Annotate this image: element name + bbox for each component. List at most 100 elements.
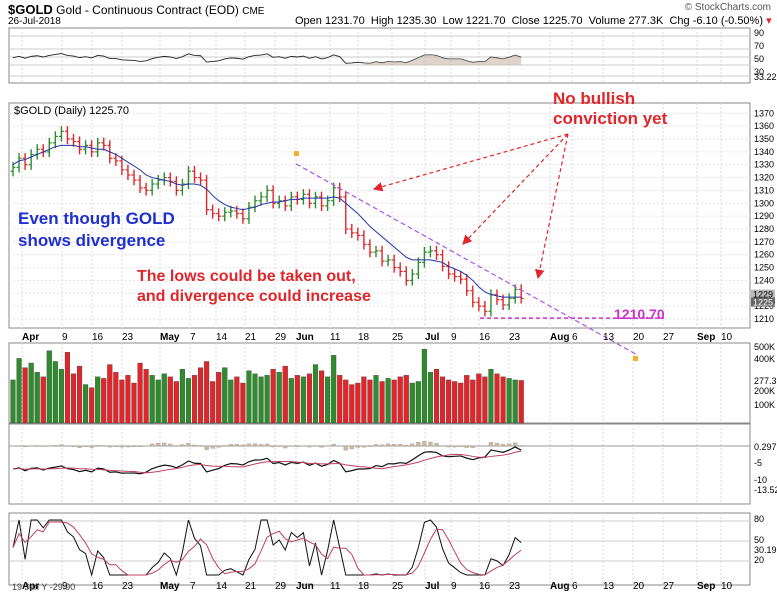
macd-histogram [77,445,82,448]
volume-bar [282,365,288,424]
macd-histogram [41,445,46,447]
macd-histogram [89,445,94,448]
volume-bar [131,382,137,424]
x-tick-label: 9 [451,332,457,343]
volume-bar [409,382,415,424]
volume-bar [185,378,192,424]
x-tick-label-bottom: 16 [479,581,491,592]
volume-bar [234,376,240,424]
stoch-indicator [9,519,750,577]
volume-bars [10,349,524,424]
x-tick-label: 25 [392,332,404,343]
macd-histogram [228,444,233,447]
volume-bar [361,376,367,424]
x-tick-label-bottom: 14 [216,581,228,592]
volume-bar [349,384,355,424]
volume-bar [58,369,64,424]
price-badge: 1225. [753,298,776,308]
volume-bar [464,375,470,424]
volume-bar [427,372,433,424]
x-tick-label: Jul [425,332,440,343]
x-tick-label-bottom: Sep [697,581,715,592]
price-badge-bg [751,297,775,307]
volume-bar [415,381,421,424]
macd-histogram [349,445,354,450]
x-tick-label: 6 [572,332,578,343]
volume-bar [167,376,173,424]
rsi-tick: 70 [754,41,764,51]
volume-bar [488,369,494,424]
volume-bar [22,367,28,424]
y-tick-label: 1340 [754,147,774,157]
macd-histogram [319,445,324,448]
volume-bar [46,350,52,424]
volume-bar [28,362,34,424]
volume-bar [228,379,234,424]
annotation-bullish-1: No bullish [553,89,635,108]
volume-bar [137,362,143,424]
macd-histogram [446,445,451,448]
macd-histogram [398,444,403,447]
annotation-divergence-2: shows divergence [18,231,165,250]
annotation-lows-2: and divergence could increase [137,288,371,305]
volume-bar [264,375,270,424]
macd-histogram [428,441,433,447]
x-tick-label: Apr [22,332,39,343]
x-tick-label-bottom: 29 [275,581,287,592]
macd-histogram [162,442,167,447]
volume-bar [70,373,77,424]
x-tick-label: 29 [275,332,287,343]
macd-histogram [216,445,221,448]
macd-histogram [519,445,524,447]
macd-histogram [59,444,64,447]
x-tick-label-bottom: 9 [451,581,457,592]
rsi-current: 33.22 [754,72,777,82]
macd-histogram [385,443,391,447]
x-tick-label: 20 [633,332,645,343]
volume-bar [119,379,125,424]
volume-bar [191,375,198,424]
volume-bar [403,375,409,424]
x-tick-label-bottom: Jul [425,581,440,592]
rsi-tick: 50 [754,54,764,64]
volume-bar [222,367,228,424]
x-tick-label-bottom: Aug [550,581,569,592]
macd-histogram [513,442,518,447]
volume-bar [270,369,276,424]
volume-bar [318,370,325,424]
macd-histogram [137,445,143,448]
volume-bar [355,382,361,424]
x-tick-label-bottom: 18 [358,581,370,592]
macd-tick: -10 [754,475,767,485]
y-tick-label: 1310 [754,185,774,195]
macd-histogram [434,443,439,447]
y-tick-label: 1250 [754,263,774,273]
x-tick-label-bottom: 16 [92,581,104,592]
volume-bar [482,376,488,424]
x-tick-label: 16 [479,332,491,343]
macd-tick: -5 [754,458,762,468]
volume-bar [173,381,179,424]
x-tick-label: Aug [550,332,569,343]
macd-panel [8,423,751,505]
y-tick-label: 1280 [754,224,774,234]
macd-histogram [258,444,264,447]
x-tick-label: 10 [721,332,733,343]
macd-histogram [107,445,112,448]
volume-bar [421,349,427,424]
volume-bar [210,381,216,424]
macd-histogram [119,445,125,448]
volume-bar [252,373,258,424]
volume-bar [101,378,107,424]
volume-bar [16,358,22,424]
annotation-bullish-2: conviction yet [553,109,668,128]
annotation-divergence-1: Even though GOLD [18,209,175,228]
macd-histogram [343,445,348,451]
volume-bar [294,375,300,424]
volume-bar [143,369,149,424]
y-tick-label: 1240 [754,275,774,285]
macd-histogram [53,444,58,447]
volume-bar [64,352,71,424]
